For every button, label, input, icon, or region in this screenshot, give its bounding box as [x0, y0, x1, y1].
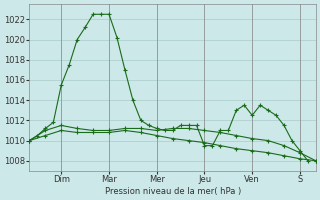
- X-axis label: Pression niveau de la mer( hPa ): Pression niveau de la mer( hPa ): [105, 187, 241, 196]
